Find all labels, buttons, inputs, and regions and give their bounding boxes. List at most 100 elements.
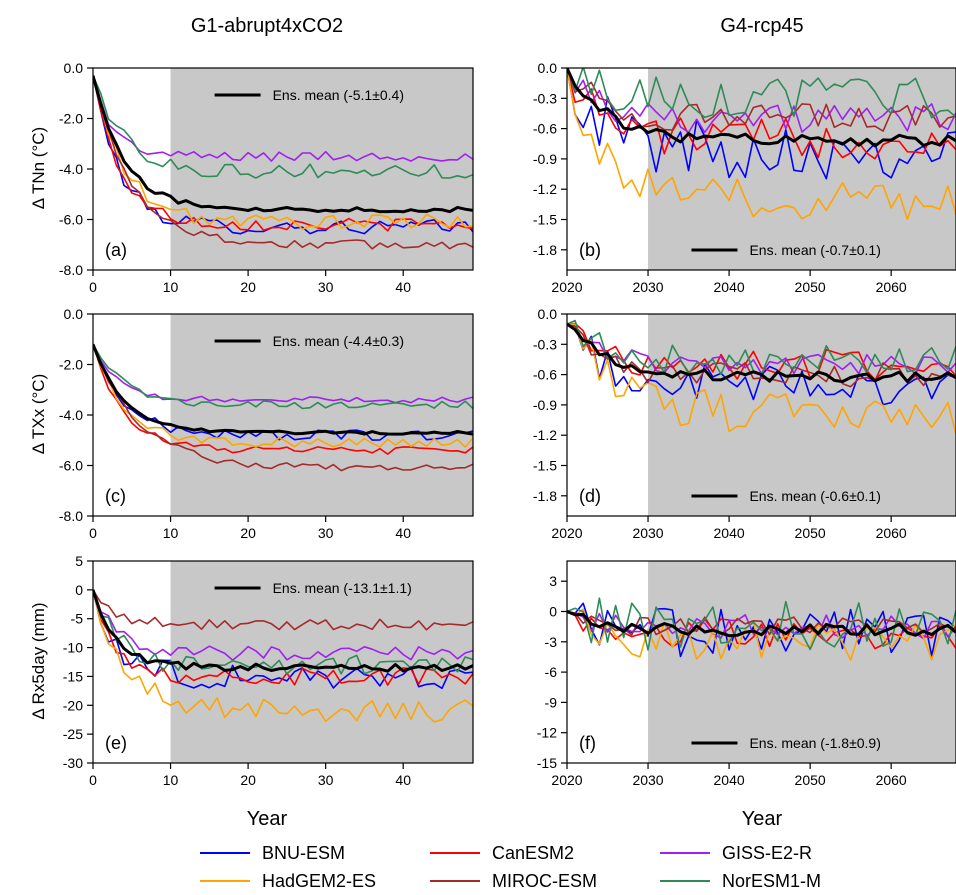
y-tick-label: -4.0 [59,161,83,177]
plot-frame [566,560,956,764]
y-tick-label: -12 [537,725,557,741]
y-tick-label: -6.0 [59,458,83,474]
series-line-giss-e2-r [93,589,473,661]
series-line-ens-mean [93,75,473,214]
series-line-hadgem2-es [567,608,956,661]
x-tick-label: 30 [318,525,334,541]
panel-d: 2020 2030 2040 2050 2060 0.0 -0.3 -0.6 -0.9 -1.2 -… [533,306,956,541]
y-tick-label: 0.0 [64,306,84,322]
series-line-hadgem2-es [93,589,473,723]
y-tick-label: -1.8 [533,242,557,258]
x-tick-label: 2030 [632,525,663,541]
y-tick-label: 0 [549,604,557,620]
x-tick-label: 2020 [551,279,582,295]
y-tick-label: -1.2 [533,427,557,443]
x-tick-label: 20 [240,772,256,788]
series-line-ens-mean [567,610,956,638]
ensemble-mean-label: Ens. mean (-13.1±1.1) [273,580,412,596]
y-tick-label: 0.0 [538,306,558,322]
y-tick-label: -30 [63,755,83,771]
y-tick-label: -2.0 [59,357,83,373]
x-tick-label: 30 [318,279,334,295]
panel-label: (e) [105,733,127,753]
y-tick-label: -2.0 [59,111,83,127]
series-lines [567,319,956,435]
x-tick-label: 0 [89,772,97,788]
series-line-giss-e2-r [567,68,956,134]
y-tick-label: -15 [63,668,83,684]
x-axis-title-left: Year [247,808,288,830]
y-tick-label: -4.0 [59,407,83,423]
y-tick-label: -25 [63,726,83,742]
series-line-hadgem2-es [567,323,956,435]
y-tick-label: -8.0 [59,262,83,278]
y-tick-label: -1.8 [533,488,557,504]
shaded-region [648,314,956,516]
y-tick-label: -6.0 [59,212,83,228]
x-tick-label: 40 [395,525,411,541]
legend-label-noresm1-m: NorESM1-M [722,871,821,890]
panel-label: (c) [105,486,126,506]
x-tick-label: 2030 [632,772,663,788]
x-tick-label: 0 [89,279,97,295]
plot-frame [566,67,956,271]
y-tick-label: -0.3 [533,336,557,352]
series-line-miroc-esm [93,589,473,631]
y-tick-label: -6 [545,664,558,680]
series-line-miroc-esm [567,610,956,636]
x-tick-label: 10 [163,279,179,295]
x-tick-label: 10 [163,772,179,788]
panels: 0 10 20 30 400.0-2.0-4.0-6.0-8.0(a)Ens. mean… [59,60,956,788]
legend-label-hadgem2-es: HadGEM2-ES [262,871,376,890]
series-line-ens-mean [567,322,956,384]
legend-label-miroc-esm: MIROC-ESM [492,871,597,890]
x-tick-label: 2040 [714,525,745,541]
x-tick-label: 2050 [795,279,826,295]
series-lines [93,589,473,723]
y-tick-label: -1.2 [533,181,557,197]
x-tick-label: 10 [163,525,179,541]
x-tick-label: 20 [240,525,256,541]
x-tick-label: 30 [318,772,334,788]
series-lines [567,597,956,661]
x-tick-label: 2020 [551,525,582,541]
x-tick-label: 20 [240,279,256,295]
panel-label: (a) [105,240,127,260]
plot-frame [92,560,474,764]
legend-label-canesm2: CanESM2 [492,843,574,863]
y-tick-label: -0.3 [533,90,557,106]
y-tick-label: -1.5 [533,212,557,228]
y-tick-label: -1.5 [533,458,557,474]
x-tick-label: 2040 [714,279,745,295]
series-line-noresm1-m [93,75,473,179]
x-tick-label: 2020 [551,772,582,788]
y-tick-label: -0.6 [533,367,557,383]
shaded-region [648,561,956,763]
y-tick-label: -20 [63,697,83,713]
ensemble-mean-label: Ens. mean (-0.6±0.1) [749,488,880,504]
y-tick-label: -0.9 [533,151,557,167]
series-line-miroc-esm [93,343,473,472]
legend: BNU-ESM CanESM2 GISS-E2-R HadGEM2-ES MIROC-E… [200,843,821,891]
series-line-noresm1-m [567,68,956,119]
series-line-canesm2 [93,75,473,232]
x-tick-label: 2050 [795,525,826,541]
series-line-ens-mean [93,343,473,436]
series-line-bnu-esm [567,68,956,180]
x-tick-label: 40 [395,772,411,788]
legend-label-giss-e2-r: GISS-E2-R [722,843,812,863]
y-tick-label: -5 [71,611,84,627]
x-tick-label: 40 [395,279,411,295]
series-line-hadgem2-es [93,75,473,231]
ensemble-mean-label: Ens. mean (-0.7±0.1) [749,242,880,258]
panel-label: (b) [579,240,601,260]
y-tick-label: -8.0 [59,508,83,524]
panel-b: 2020 2030 2040 2050 2060 0.0 -0.3 -0.6 -0.9 -1.2 -… [533,60,956,295]
y-tick-label: 0.0 [538,60,558,76]
series-line-ens-mean [567,68,956,148]
series-lines [93,343,473,472]
y-axis-title-row2: Δ TXx (°C) [29,374,48,454]
ensemble-mean-label: Ens. mean (-5.1±0.4) [273,87,404,103]
